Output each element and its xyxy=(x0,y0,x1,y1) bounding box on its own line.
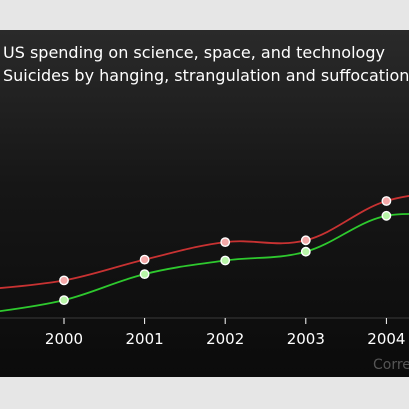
credit-text: Corre xyxy=(373,357,409,373)
legend-entry-suicides: Suicides by hanging, strangulation and s… xyxy=(3,66,409,85)
x-tick-label: 2001 xyxy=(126,330,164,348)
series-0-point-2003 xyxy=(300,235,311,246)
chart-panel: 920002001200220032004 US spending on sci… xyxy=(0,30,409,377)
series-1-point-2003 xyxy=(300,246,311,257)
series-layer xyxy=(0,195,409,313)
series-1-point-2002 xyxy=(220,255,231,266)
legend-entry-spending: US spending on science, space, and techn… xyxy=(3,43,385,62)
series-1-point-2001 xyxy=(139,269,150,280)
series-0-point-2004 xyxy=(381,196,392,206)
series-0-point-2002 xyxy=(220,237,231,248)
series-line-0 xyxy=(0,195,409,289)
series-0-point-2001 xyxy=(139,254,150,265)
series-1-point-2004 xyxy=(381,210,392,221)
series-1-point-2000 xyxy=(59,295,69,305)
series-0-point-2000 xyxy=(59,275,69,286)
chart-svg: 920002001200220032004 US spending on sci… xyxy=(0,43,409,373)
x-axis-ticks: 920002001200220032004 xyxy=(45,318,405,348)
x-tick-label: 2000 xyxy=(45,330,83,348)
x-tick-label: 2003 xyxy=(287,330,325,348)
x-tick-label: 2002 xyxy=(206,330,244,348)
x-tick-label: 2004 xyxy=(367,330,405,348)
